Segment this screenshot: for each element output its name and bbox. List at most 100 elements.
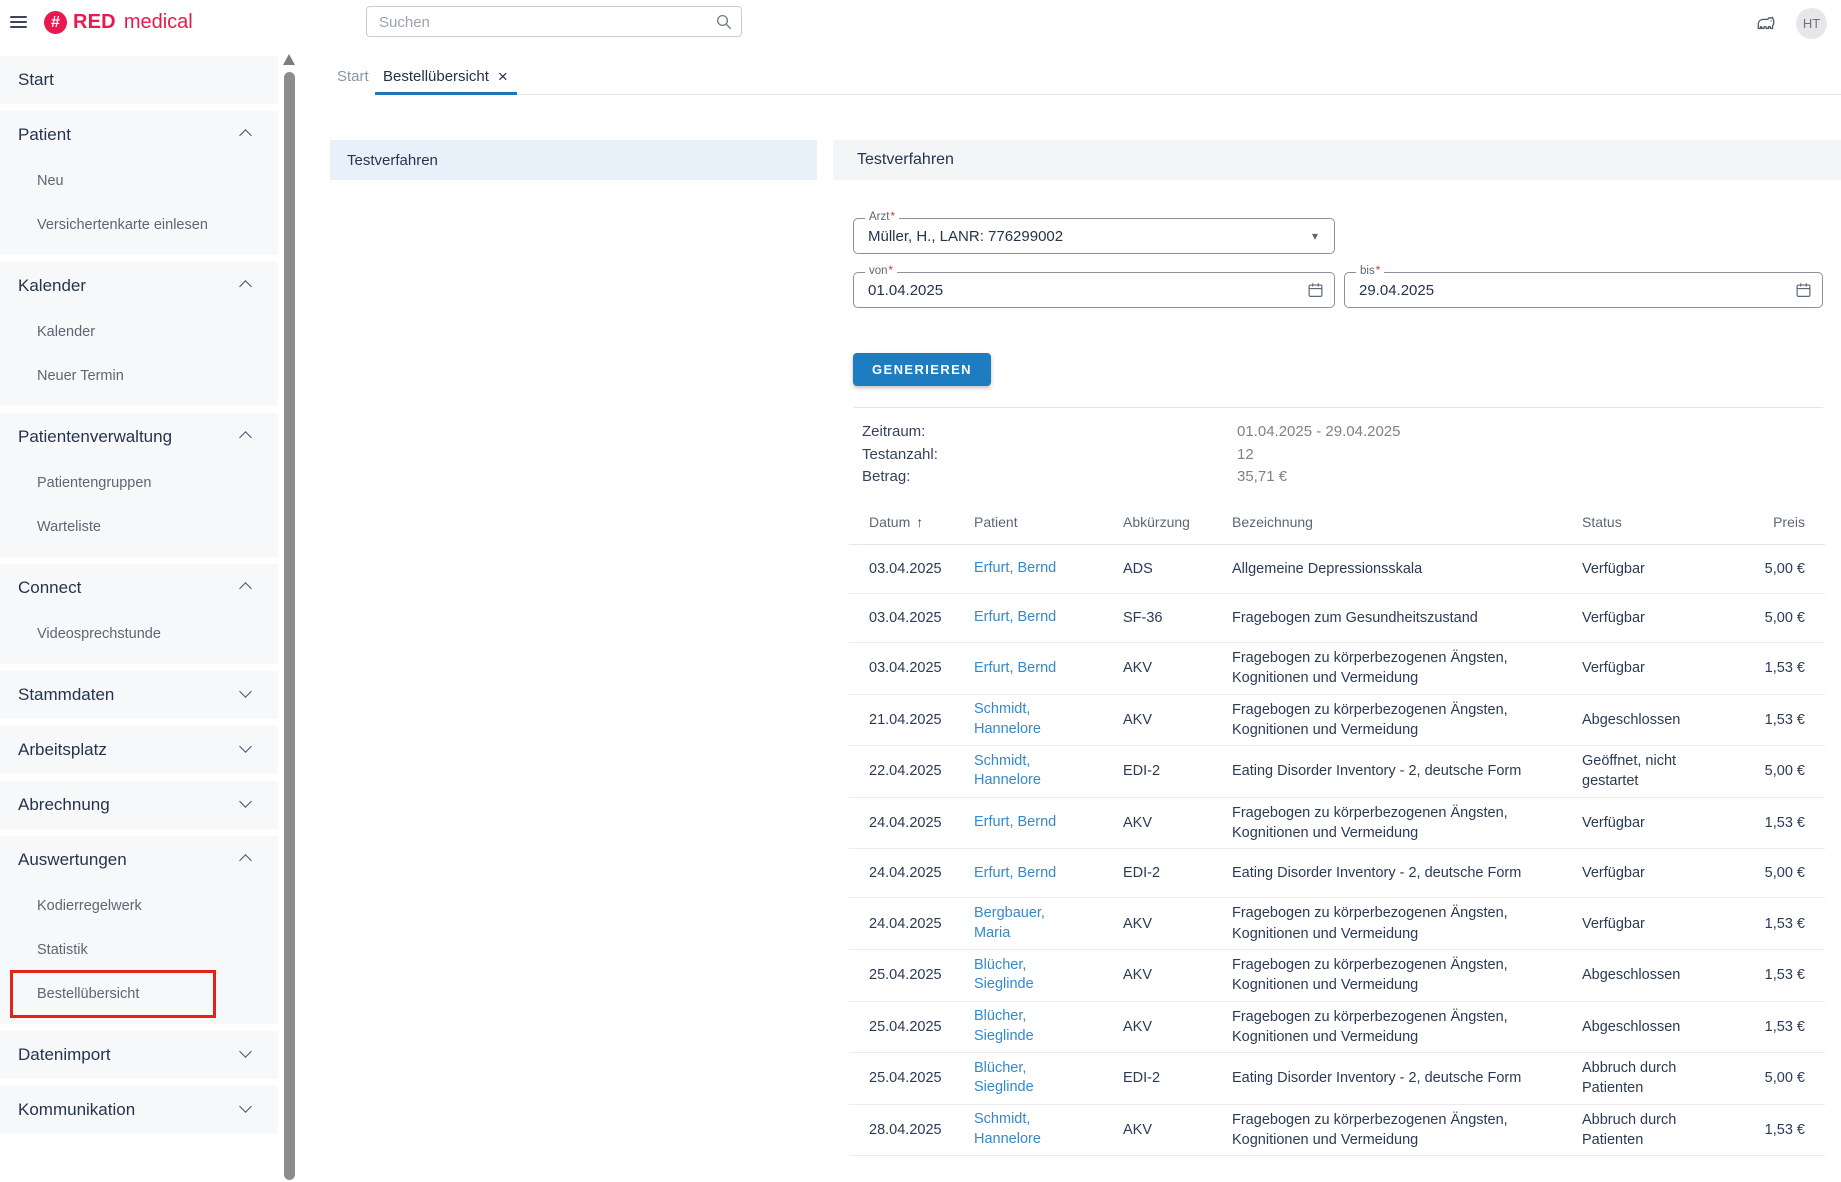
patient-link[interactable]: Blücher, Sieglinde xyxy=(974,956,1034,993)
sidebar-section-header[interactable]: Kommunikation xyxy=(0,1086,278,1134)
sidebar-section-kalender: Kalender Kalender Neuer Termin xyxy=(0,262,278,406)
sidebar-section-header[interactable]: Connect xyxy=(0,564,278,612)
table-row[interactable]: 21.04.2025 Schmidt, Hannelore AKV Frageb… xyxy=(849,695,1825,747)
list-item-label: Testverfahren xyxy=(347,151,438,169)
patient-link[interactable]: Erfurt, Bernd xyxy=(974,609,1057,626)
cell-abkuerzung: AKV xyxy=(1123,915,1153,932)
column-header-bezeichnung[interactable]: Bezeichnung xyxy=(1232,514,1313,530)
sidebar-item-patientengruppen[interactable]: Patientengruppen xyxy=(0,461,278,505)
sidebar-item-versichertenkarte-einlesen[interactable]: Versichertenkarte einlesen xyxy=(0,203,278,247)
cell-datum: 03.04.2025 xyxy=(869,561,942,577)
sidebar-section-header[interactable]: Abrechnung xyxy=(0,781,278,829)
scrollbar-thumb[interactable] xyxy=(284,72,295,1180)
table-row[interactable]: 28.04.2025 Schmidt, Hannelore AKV Frageb… xyxy=(849,1105,1825,1157)
table-row[interactable]: 22.04.2025 Schmidt, Hannelore EDI-2 Eati… xyxy=(849,746,1825,798)
search-box xyxy=(366,6,742,38)
von-date-field[interactable]: von* 01.04.2025 xyxy=(853,265,1335,308)
sidebar-section-items: Kalender Neuer Termin xyxy=(0,310,278,398)
sidebar-section-kommunikation: Kommunikation xyxy=(0,1086,278,1134)
cell-datum: 21.04.2025 xyxy=(869,711,942,728)
column-header-datum[interactable]: Datum ↑ xyxy=(869,514,924,530)
tab-start[interactable]: Start xyxy=(337,68,369,85)
sidebar-section-label: Stammdaten xyxy=(18,685,115,704)
table-row[interactable]: 24.04.2025 Erfurt, Bernd EDI-2 Eating Di… xyxy=(849,849,1825,899)
sidebar-section-header[interactable]: Kalender xyxy=(0,262,278,310)
cell-status: Verfügbar xyxy=(1582,865,1645,882)
search-input[interactable] xyxy=(377,7,701,38)
sidebar-section-items: Patientengruppen Warteliste xyxy=(0,461,278,549)
arzt-select[interactable]: Arzt* Müller, H., LANR: 776299002 ▾ xyxy=(853,211,1335,254)
table-row[interactable]: 03.04.2025 Erfurt, Bernd AKV Fragebogen … xyxy=(849,643,1825,695)
sidebar-section-label: Patient xyxy=(18,125,71,144)
chevron-icon xyxy=(239,795,252,808)
sidebar-item-kalender[interactable]: Kalender xyxy=(0,310,278,354)
arzt-value: Müller, H., LANR: 776299002 xyxy=(868,228,1064,245)
patient-link[interactable]: Erfurt, Bernd xyxy=(974,864,1057,881)
sidebar-section-header[interactable]: Arbeitsplatz xyxy=(0,726,278,774)
patient-link[interactable]: Schmidt, Hannelore xyxy=(974,1111,1041,1148)
sidebar-section-header[interactable]: Patient xyxy=(0,111,278,159)
calendar-icon[interactable] xyxy=(1795,281,1812,299)
sidebar-section-header[interactable]: Start xyxy=(0,56,278,104)
cell-bezeichnung: Fragebogen zu körperbezogenen Ängsten, K… xyxy=(1232,905,1508,942)
scrollbar-up-arrow-icon[interactable] xyxy=(283,54,295,65)
table-row[interactable]: 24.04.2025 Bergbauer, Maria AKV Fragebog… xyxy=(849,898,1825,950)
hippo-icon[interactable] xyxy=(1755,13,1777,33)
sidebar-item-kodierregelwerk[interactable]: Kodierregelwerk xyxy=(0,884,278,928)
sidebar-item-bestelluebersicht[interactable]: Bestellübersicht xyxy=(0,970,278,1018)
table-row[interactable]: 24.04.2025 Erfurt, Bernd AKV Fragebogen … xyxy=(849,798,1825,850)
search-icon[interactable] xyxy=(715,13,733,31)
summary-row-betrag: Betrag: 35,71 € xyxy=(853,466,1823,489)
sidebar-section-header[interactable]: Stammdaten xyxy=(0,671,278,719)
close-icon[interactable]: × xyxy=(497,67,508,86)
column-header-abkuerzung[interactable]: Abkürzung xyxy=(1123,514,1190,530)
generieren-button[interactable]: GENERIEREN xyxy=(853,353,991,386)
summary-row-testanzahl: Testanzahl: 12 xyxy=(853,444,1823,467)
sidebar-item-videosprechstunde[interactable]: Videosprechstunde xyxy=(0,612,278,656)
chevron-icon xyxy=(239,740,252,753)
sidebar-section-label: Start xyxy=(18,70,54,89)
cell-datum: 25.04.2025 xyxy=(869,967,942,984)
cell-abkuerzung: EDI-2 xyxy=(1123,865,1161,882)
table-row[interactable]: 25.04.2025 Blücher, Sieglinde AKV Frageb… xyxy=(849,1002,1825,1054)
sidebar-item-warteliste[interactable]: Warteliste xyxy=(0,505,278,549)
patient-link[interactable]: Erfurt, Bernd xyxy=(974,814,1057,831)
hamburger-menu-icon[interactable] xyxy=(10,16,27,29)
column-header-status[interactable]: Status xyxy=(1582,514,1622,530)
sidebar-section-header[interactable]: Patientenverwaltung xyxy=(0,413,278,461)
von-value: 01.04.2025 xyxy=(868,282,944,299)
summary-row-zeitraum: Zeitraum: 01.04.2025 - 29.04.2025 xyxy=(853,421,1823,444)
von-label: von* xyxy=(865,265,898,277)
chevron-down-icon[interactable]: ▾ xyxy=(1311,229,1318,243)
column-header-preis[interactable]: Preis xyxy=(1773,514,1805,530)
sidebar-item-neuer-termin[interactable]: Neuer Termin xyxy=(0,354,278,398)
sidebar-item-label: Kodierregelwerk xyxy=(37,898,142,914)
patient-link[interactable]: Schmidt, Hannelore xyxy=(974,701,1041,737)
patient-link[interactable]: Blücher, Sieglinde xyxy=(974,1008,1034,1044)
sidebar-scrollbar[interactable] xyxy=(283,50,296,1182)
cell-preis: 1,53 € xyxy=(1764,1018,1805,1035)
sidebar-item-statistik[interactable]: Statistik xyxy=(0,928,278,972)
patient-link[interactable]: Blücher, Sieglinde xyxy=(974,1059,1034,1096)
cell-datum: 25.04.2025 xyxy=(869,1018,942,1035)
patient-link[interactable]: Erfurt, Bernd xyxy=(974,659,1057,676)
patient-link[interactable]: Schmidt, Hannelore xyxy=(974,752,1041,789)
patient-link[interactable]: Erfurt, Bernd xyxy=(974,560,1057,577)
cell-preis: 5,00 € xyxy=(1764,610,1805,626)
tab-label: Bestellübersicht xyxy=(383,68,489,85)
table-row[interactable]: 25.04.2025 Blücher, Sieglinde EDI-2 Eati… xyxy=(849,1053,1825,1105)
avatar[interactable]: HT xyxy=(1796,8,1827,39)
sidebar-item-label: Patientengruppen xyxy=(37,475,152,491)
list-item-testverfahren[interactable]: Testverfahren xyxy=(330,140,817,180)
table-row[interactable]: 25.04.2025 Blücher, Sieglinde AKV Frageb… xyxy=(849,950,1825,1002)
sidebar-section-header[interactable]: Auswertungen xyxy=(0,836,278,884)
calendar-icon[interactable] xyxy=(1307,281,1324,299)
bis-date-field[interactable]: bis* 29.04.2025 xyxy=(1344,265,1823,308)
patient-link[interactable]: Bergbauer, Maria xyxy=(974,905,1045,941)
sidebar-item-neu[interactable]: Neu xyxy=(0,159,278,203)
tab-bestelluebersicht[interactable]: Bestellübersicht × xyxy=(383,68,508,85)
column-header-patient[interactable]: Patient xyxy=(974,514,1018,530)
table-row[interactable]: 03.04.2025 Erfurt, Bernd SF-36 Frageboge… xyxy=(849,594,1825,643)
table-row[interactable]: 03.04.2025 Erfurt, Bernd ADS Allgemeine … xyxy=(849,545,1825,594)
sidebar-section-header[interactable]: Datenimport xyxy=(0,1031,278,1079)
